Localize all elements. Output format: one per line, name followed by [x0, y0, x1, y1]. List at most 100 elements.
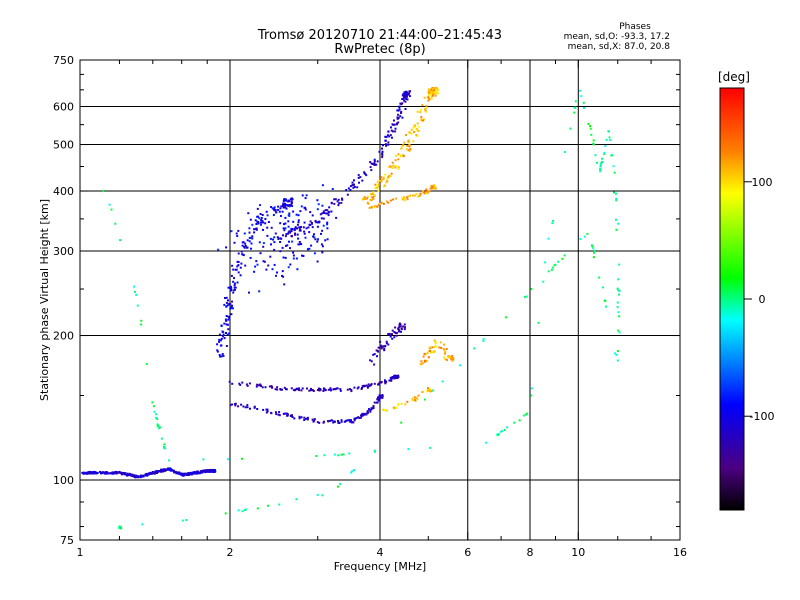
data-point [86, 472, 89, 475]
data-point [291, 416, 294, 418]
data-point [124, 472, 127, 475]
data-point [152, 405, 155, 408]
data-point [380, 176, 383, 179]
data-point [356, 387, 359, 390]
data-point [256, 408, 259, 410]
data-point [394, 159, 397, 162]
data-point [221, 353, 224, 355]
data-point [293, 228, 296, 231]
data-point [594, 154, 597, 157]
data-point [141, 475, 144, 477]
data-point [334, 198, 337, 201]
data-point [347, 419, 350, 422]
data-point [401, 145, 403, 148]
data-point [277, 205, 280, 208]
data-point [376, 187, 379, 189]
data-point [345, 189, 348, 191]
data-point [292, 251, 295, 254]
data-point [316, 260, 319, 263]
data-point [383, 409, 386, 411]
data-point [373, 382, 376, 385]
data-point [296, 268, 299, 271]
data-point [428, 346, 431, 349]
data-point [395, 334, 398, 337]
data-point [401, 116, 404, 119]
data-point [327, 420, 330, 423]
data-point [306, 418, 309, 421]
data-point [400, 421, 403, 424]
data-point [298, 389, 301, 392]
data-point [373, 158, 376, 161]
data-point [582, 101, 585, 104]
data-point [163, 446, 166, 449]
data-point [229, 285, 232, 288]
data-point [377, 383, 379, 386]
data-point [330, 419, 333, 422]
data-point [213, 469, 215, 472]
data-point [371, 407, 374, 410]
data-point [227, 315, 230, 318]
data-point [525, 295, 528, 298]
data-point [237, 229, 240, 232]
data-point [432, 185, 435, 188]
data-point [355, 417, 358, 420]
data-point [352, 421, 355, 424]
data-point [260, 385, 263, 387]
data-point [285, 207, 288, 210]
data-point [427, 99, 430, 102]
data-point [272, 214, 275, 216]
data-point [244, 242, 247, 245]
data-point [304, 236, 307, 239]
data-point [384, 379, 386, 382]
data-point [370, 199, 373, 202]
data-point [449, 356, 452, 359]
data-point [266, 214, 269, 217]
data-point [398, 326, 401, 329]
data-point [309, 220, 312, 223]
data-point [604, 300, 607, 302]
data-point [296, 388, 299, 391]
data-point [397, 404, 400, 406]
data-point [229, 307, 232, 309]
data-point [285, 388, 287, 391]
data-point [339, 482, 341, 485]
data-point [377, 397, 380, 400]
data-point [573, 106, 576, 109]
data-point [403, 92, 406, 95]
data-point [253, 270, 256, 273]
data-point [524, 296, 526, 299]
data-point [282, 200, 285, 202]
data-point [357, 416, 360, 419]
data-point [337, 420, 339, 422]
data-point [613, 191, 615, 194]
data-point [229, 404, 232, 407]
data-point [138, 475, 141, 478]
data-point [263, 260, 266, 263]
data-point [244, 264, 247, 267]
data-point [224, 297, 226, 299]
data-point [326, 209, 329, 212]
data-point [428, 190, 431, 193]
data-point [391, 167, 394, 170]
data-point [391, 333, 393, 336]
data-point [421, 362, 424, 365]
data-point [230, 230, 233, 233]
data-point [91, 471, 94, 474]
data-point [381, 152, 384, 155]
data-point [196, 472, 199, 475]
data-point [135, 293, 138, 296]
data-point [227, 318, 230, 321]
data-point [381, 147, 383, 150]
data-point [259, 252, 262, 255]
data-point [231, 264, 234, 267]
data-point [424, 191, 427, 194]
data-point [398, 108, 401, 111]
data-point [210, 470, 213, 473]
data-point [279, 207, 282, 210]
data-point [181, 519, 184, 522]
data-point [260, 217, 263, 219]
data-point [242, 241, 245, 244]
data-point [422, 355, 425, 358]
data-point [604, 145, 607, 147]
data-point [316, 199, 319, 202]
